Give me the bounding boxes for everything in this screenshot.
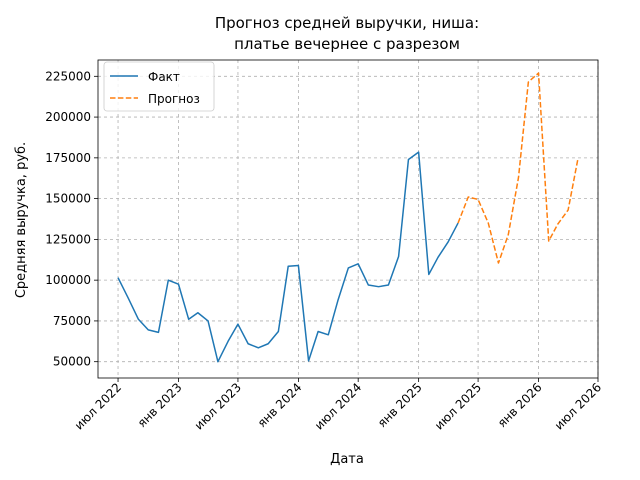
data-point-fact — [127, 297, 129, 299]
data-point-fact — [418, 151, 420, 153]
data-point-fact — [327, 334, 329, 336]
series-line-fact — [117, 151, 459, 363]
x-axis-ticks: июл 2022 янв 2023 июл 2023 янв 2024 июл 2024… — [72, 378, 604, 433]
data-point-fact — [237, 323, 239, 325]
x-tick-label: янв 2025 — [375, 380, 425, 430]
data-point-forecast — [487, 222, 489, 224]
x-tick-label: июл 2023 — [192, 380, 244, 432]
data-point-forecast — [567, 209, 569, 211]
x-tick-label: янв 2023 — [135, 380, 185, 430]
data-point-fact — [398, 256, 400, 258]
y-tick-label: 125000 — [45, 232, 91, 246]
data-point-forecast — [548, 240, 550, 242]
data-point-fact — [267, 343, 269, 345]
series-layer — [117, 72, 579, 363]
chart-title-line-1: Прогноз средней выручки, ниша: — [215, 14, 479, 32]
data-point-forecast — [457, 222, 459, 224]
data-point-fact — [317, 331, 319, 333]
x-tick-label: июл 2024 — [312, 380, 364, 432]
data-point-fact — [357, 263, 359, 265]
x-axis-label: Дата — [330, 452, 364, 467]
y-axis-label: Средняя выручка, руб. — [14, 142, 29, 298]
series-line-forecast — [457, 72, 579, 264]
plot-frame — [97, 59, 599, 379]
data-point-forecast — [497, 262, 499, 264]
y-axis-ticks: 50000 75000 100000 125000 150000 175000 200000… — [45, 69, 98, 369]
y-tick-label: 100000 — [45, 273, 91, 287]
legend-label-forecast: Прогноз — [148, 92, 200, 106]
x-tick-label: янв 2026 — [495, 380, 545, 430]
legend: Факт Прогноз — [103, 61, 215, 112]
x-tick-label: янв 2024 — [255, 380, 305, 430]
data-point-fact — [247, 343, 249, 345]
x-tick-label: июл 2026 — [552, 380, 604, 432]
data-point-fact — [117, 277, 119, 279]
y-tick-label: 175000 — [45, 151, 91, 165]
legend-label-fact: Факт — [148, 70, 180, 84]
data-point-fact — [157, 331, 159, 333]
data-point-fact — [207, 320, 209, 322]
data-point-fact — [137, 318, 139, 320]
data-point-forecast — [477, 198, 479, 200]
data-point-fact — [447, 241, 449, 243]
data-point-forecast — [557, 223, 559, 225]
data-point-fact — [277, 331, 279, 333]
data-point-fact — [437, 256, 439, 258]
data-point-forecast — [517, 176, 519, 178]
y-tick-label: 50000 — [53, 355, 91, 369]
data-point-forecast — [467, 196, 469, 198]
y-tick-label: 225000 — [45, 69, 91, 83]
data-point-fact — [407, 158, 409, 160]
data-point-fact — [387, 284, 389, 286]
data-point-fact — [177, 283, 179, 285]
data-point-fact — [227, 340, 229, 342]
data-point-fact — [257, 347, 259, 349]
data-point-fact — [337, 299, 339, 301]
data-point-fact — [378, 286, 380, 288]
data-point-fact — [297, 264, 299, 266]
data-point-fact — [188, 318, 190, 320]
data-point-fact — [147, 329, 149, 331]
data-point-fact — [308, 360, 310, 362]
data-point-fact — [167, 279, 169, 281]
data-point-fact — [217, 361, 219, 363]
y-tick-label: 200000 — [45, 110, 91, 124]
data-point-fact — [428, 273, 430, 275]
data-point-forecast — [527, 81, 529, 83]
data-point-fact — [197, 312, 199, 314]
x-tick-label: июл 2025 — [432, 380, 484, 432]
data-point-fact — [287, 265, 289, 267]
data-point-fact — [347, 267, 349, 269]
y-tick-label: 150000 — [45, 192, 91, 206]
data-point-forecast — [577, 158, 579, 160]
data-point-fact — [367, 284, 369, 286]
legend-box — [103, 61, 215, 112]
y-tick-label: 75000 — [53, 314, 91, 328]
chart-title-line-2: платье вечернее с разрезом — [234, 35, 460, 53]
data-point-forecast — [538, 72, 540, 74]
x-tick-label: июл 2022 — [72, 380, 124, 432]
data-point-forecast — [507, 233, 509, 235]
